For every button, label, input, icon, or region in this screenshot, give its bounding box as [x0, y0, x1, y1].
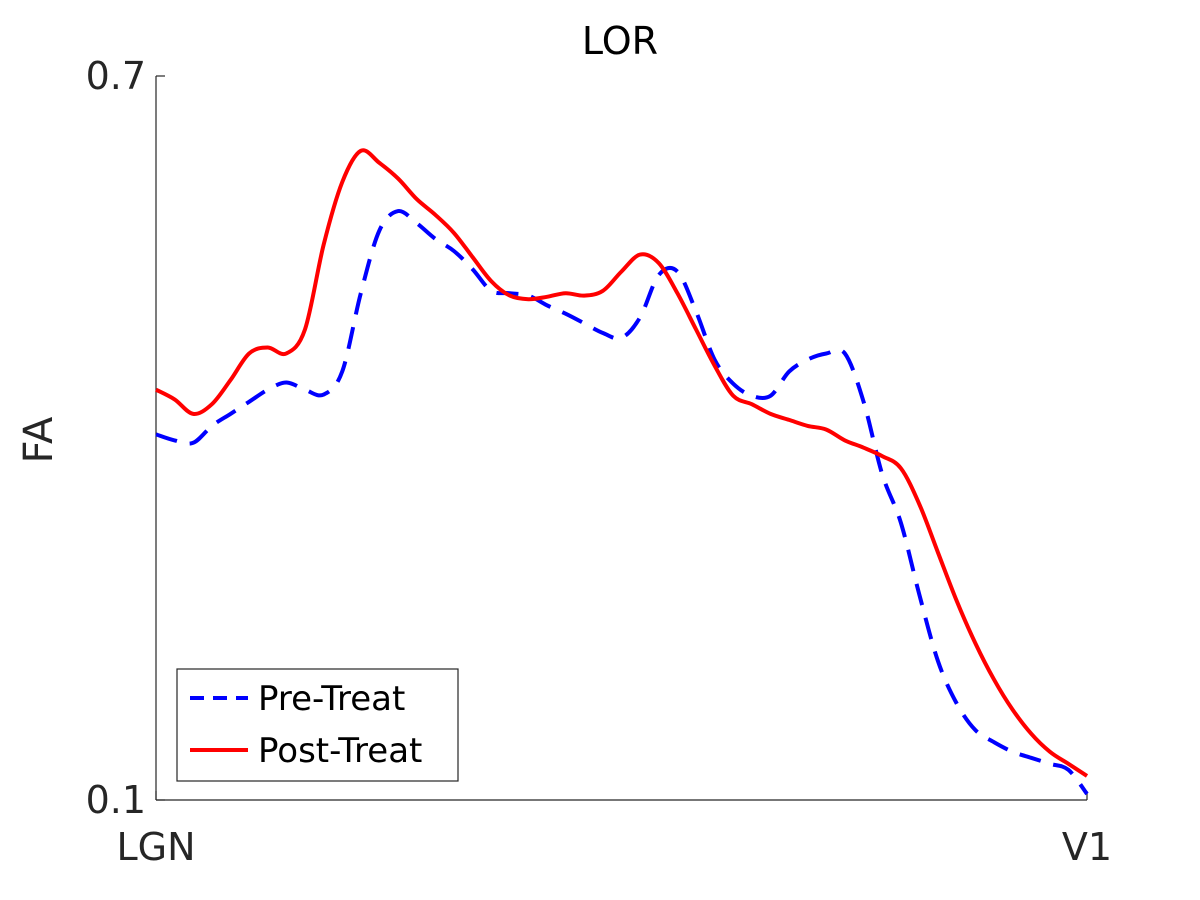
legend-label: Post-Treat: [258, 731, 422, 771]
axes: 0.1 0.7 LGN V1: [86, 54, 1113, 869]
series-layer: [155, 148, 1089, 796]
x-tick-label: LGN: [116, 825, 195, 869]
x-tick-label: V1: [1062, 825, 1112, 869]
series-line-pre-treat: [155, 209, 1089, 796]
chart-title: LOR: [582, 19, 658, 63]
y-axis-label: FA: [16, 416, 62, 463]
y-tick-label: 0.7: [86, 54, 146, 98]
y-tick-label: 0.1: [86, 778, 146, 822]
legend-label: Pre-Treat: [258, 679, 405, 719]
series-line-post-treat: [155, 148, 1089, 778]
legend-box: [176, 668, 459, 782]
legend: Pre-Treat Post-Treat: [176, 668, 459, 782]
